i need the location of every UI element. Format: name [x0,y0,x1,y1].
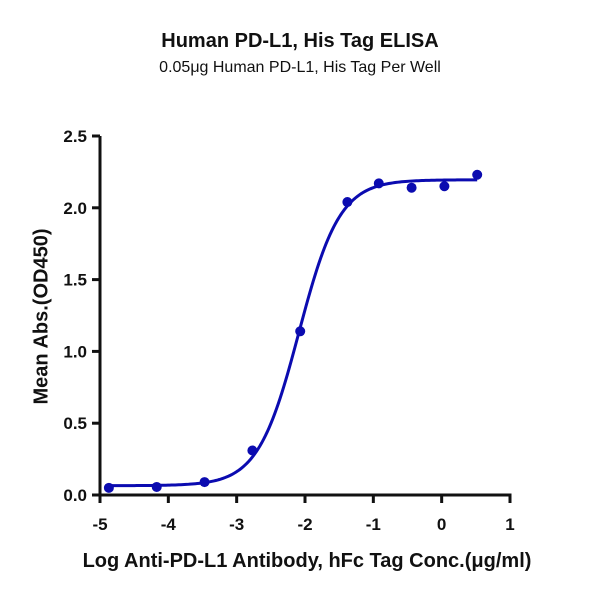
y-tick-label: 1.0 [63,342,87,361]
data-point [151,481,162,492]
data-point [472,169,483,180]
y-tick-label: 1.5 [63,271,87,290]
y-tick-label: 2.0 [63,199,87,218]
x-tick-label: -5 [92,515,107,534]
y-tick-label: 2.5 [63,127,87,146]
chart-subtitle: 0.05μg Human PD-L1, His Tag Per Well [159,59,441,76]
data-point [373,178,384,189]
data-point [439,181,450,192]
x-tick-label: 0 [437,515,446,534]
y-tick-label: 0.5 [63,414,87,433]
x-tick-label: 1 [505,515,514,534]
data-point [342,197,353,208]
data-point [103,482,114,493]
data-point [199,477,210,488]
chart-title: Human PD-L1, His Tag ELISA [161,30,439,52]
data-point [295,326,306,337]
x-tick-label: -1 [366,515,381,534]
fit-curve [108,178,478,488]
x-tick-label: -2 [297,515,312,534]
x-tick-label: -3 [229,515,244,534]
y-tick-label: 0.0 [63,486,87,505]
data-point [247,445,258,456]
x-axis-label: Log Anti-PD-L1 Antibody, hFc Tag Conc.(μ… [82,550,532,572]
data-point [406,182,417,193]
x-tick-label: -4 [161,515,177,534]
